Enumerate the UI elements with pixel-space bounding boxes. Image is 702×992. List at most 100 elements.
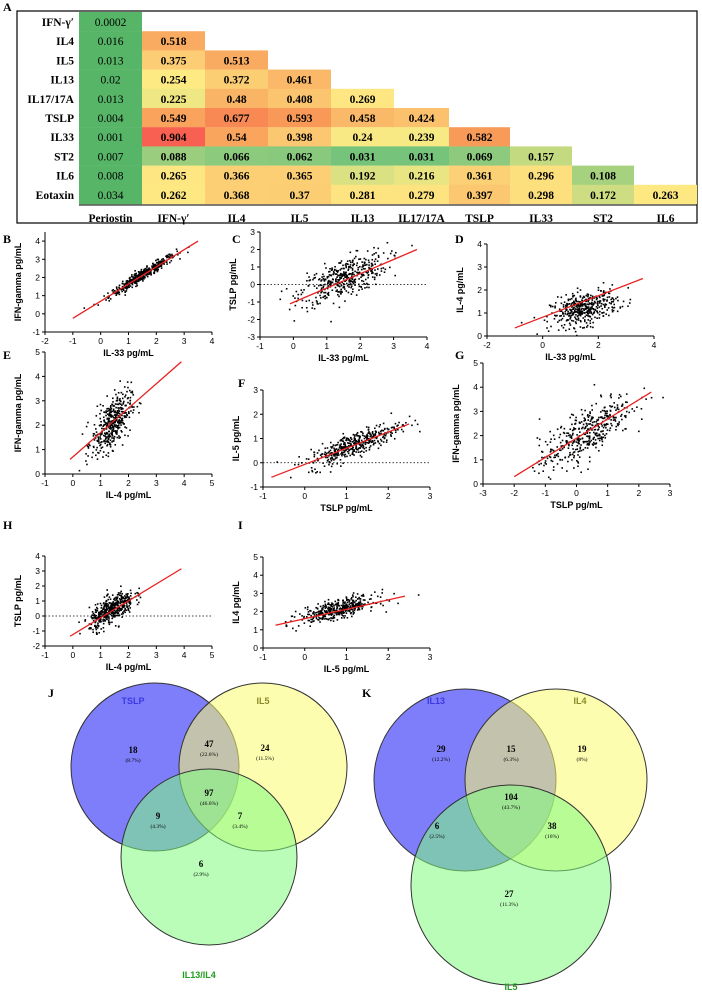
x-tick-label: 2	[126, 650, 131, 660]
scatter-point	[99, 403, 102, 406]
scatter-point	[144, 276, 146, 279]
scatter-point	[599, 411, 602, 413]
scatter-points	[276, 412, 421, 479]
scatter-point	[564, 310, 567, 313]
scatter-point	[340, 604, 343, 607]
scatter-point	[606, 309, 609, 311]
scatter-point	[100, 409, 103, 412]
scatter-point	[568, 443, 570, 446]
scatter-point	[381, 429, 383, 432]
scatter-point	[546, 315, 548, 318]
scatter-point	[612, 417, 615, 419]
x-tick-label: 2	[358, 341, 363, 351]
scatter-point	[346, 263, 348, 265]
scatter-point	[343, 273, 346, 276]
scatter-point	[111, 410, 113, 413]
scatter-point	[322, 616, 325, 618]
scatter-point	[117, 422, 120, 424]
scatter-point	[563, 323, 566, 326]
scatter-point	[616, 406, 619, 409]
scatter-point	[390, 435, 393, 437]
scatter-point	[114, 403, 117, 405]
scatter-point	[329, 282, 332, 284]
scatter-point	[353, 273, 355, 276]
scatter-point	[303, 615, 305, 618]
scatter-point	[376, 595, 379, 598]
scatter-point	[364, 287, 366, 289]
scatter-point	[387, 257, 389, 260]
scatter-point	[143, 269, 145, 272]
scatter-point	[560, 425, 563, 428]
scatter-point	[591, 443, 594, 445]
scatter-point	[335, 603, 337, 606]
scatter-point	[110, 614, 113, 617]
scatter-point	[577, 314, 579, 317]
scatter-point	[570, 314, 573, 317]
scatter-point	[127, 286, 129, 289]
scatter-point	[94, 615, 97, 618]
scatter-point	[336, 611, 339, 613]
scatter-point	[113, 424, 116, 426]
scatter-point	[138, 411, 140, 414]
scatter-point	[117, 609, 119, 612]
scatter-point	[336, 603, 339, 605]
scatter-point	[103, 616, 105, 619]
scatter-point	[116, 425, 119, 427]
scatter-point	[591, 307, 593, 310]
scatter-point	[620, 413, 623, 416]
scatter-point	[120, 408, 123, 410]
scatter-point	[585, 300, 587, 302]
scatter-point	[621, 404, 624, 407]
heatmap-cell-value: 0.281	[350, 190, 376, 202]
scatter-point	[105, 414, 107, 417]
scatter-point	[336, 293, 339, 296]
scatter-point	[366, 433, 368, 436]
scatter-point	[364, 443, 367, 446]
scatter-point	[166, 256, 168, 259]
scatter-point	[329, 604, 332, 606]
scatter-point	[549, 441, 552, 443]
scatter-point	[362, 267, 365, 270]
scatter-point	[136, 405, 139, 408]
scatter-point	[372, 443, 375, 446]
scatter-point	[581, 426, 584, 429]
scatter-point	[338, 613, 341, 616]
scatter-point	[153, 266, 156, 268]
scatter-point	[160, 267, 163, 269]
scatter-point	[536, 333, 538, 335]
scatter-point	[99, 436, 101, 438]
scatter-point	[575, 314, 577, 316]
scatter-point	[327, 607, 329, 610]
scatter-point	[105, 610, 107, 613]
scatter-point	[575, 300, 578, 303]
scatter-point	[316, 287, 318, 289]
scatter-point	[330, 605, 333, 608]
scatter-point	[349, 609, 351, 612]
scatter-point	[606, 415, 608, 418]
scatter-point	[617, 424, 619, 427]
scatter-point	[334, 449, 336, 452]
scatter-point	[601, 312, 603, 314]
scatter-point	[377, 256, 380, 259]
scatter-point	[96, 603, 99, 605]
scatter-point	[335, 273, 338, 276]
scatter-point	[354, 605, 357, 607]
heatmap-cell-value: 0.458	[350, 113, 376, 125]
heatmap-cell-value: 0.172	[590, 190, 616, 202]
scatter-point	[357, 451, 360, 454]
scatter-point	[363, 274, 365, 277]
scatter-point	[125, 602, 128, 604]
scatter-point	[306, 606, 309, 608]
scatter-point	[577, 462, 580, 464]
scatter-point	[334, 444, 337, 447]
heatmap-cell-value: 0.397	[467, 190, 493, 202]
heatmap-cell	[79, 127, 142, 147]
scatter-point	[571, 311, 573, 313]
scatter-point	[552, 449, 555, 452]
scatter-point	[96, 627, 99, 629]
scatter-point	[319, 621, 321, 623]
scatter-point	[126, 281, 128, 284]
scatter-point	[318, 613, 321, 616]
scatter-point	[569, 451, 571, 454]
scatter-point	[343, 271, 345, 273]
